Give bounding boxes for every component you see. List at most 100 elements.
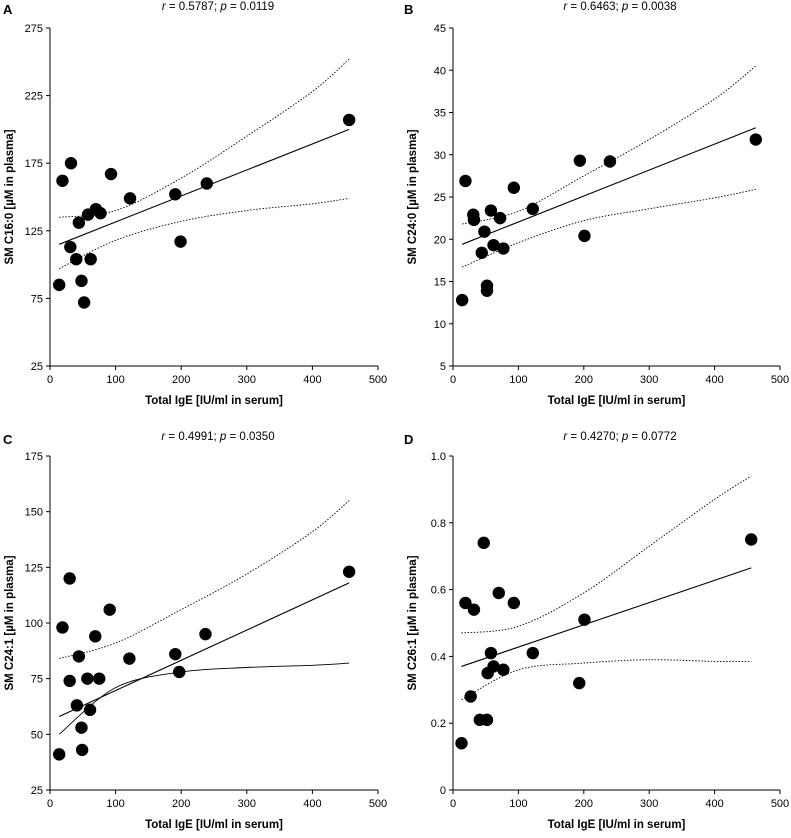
panel-d-data-point bbox=[459, 596, 472, 610]
panel-d-ci-upper bbox=[461, 475, 752, 634]
panel-d-y-axis-title: SM C26:1 [µM in plasma] bbox=[407, 555, 419, 690]
panel-b-data-point bbox=[497, 242, 510, 255]
panel-c-data-point bbox=[199, 627, 212, 641]
panel-a-letter: A bbox=[3, 2, 13, 17]
panel-d-data-point bbox=[745, 533, 758, 546]
panel-c-y-tick-label: 125 bbox=[25, 562, 43, 574]
panel-b-x-tick-label: 400 bbox=[705, 374, 723, 386]
panel-d-y-tick-label: 0.6 bbox=[431, 585, 446, 597]
panel-b-data-point bbox=[526, 202, 539, 216]
panel-b-data-point bbox=[475, 246, 488, 259]
panel-c-data-point bbox=[123, 652, 136, 665]
panel-c-x-tick-label: 200 bbox=[172, 798, 190, 810]
panel-b-y-tick-label: 45 bbox=[434, 23, 446, 35]
panel-b-y-tick-label: 40 bbox=[434, 65, 446, 77]
panel-d-x-tick-label: 0 bbox=[450, 798, 456, 810]
panel-b-ci-lower bbox=[462, 188, 756, 268]
panel-a-y-axis-title: SM C16:0 [µM in plasma] bbox=[4, 129, 16, 264]
panel-a-data-point bbox=[169, 188, 182, 201]
panel-b-regression-line bbox=[461, 127, 757, 245]
panel-a-y-tick-label: 225 bbox=[25, 91, 43, 103]
panel-d-x-tick-label: 400 bbox=[705, 798, 723, 810]
panel-c-x-tick-label: 300 bbox=[238, 798, 256, 810]
panel-a-data-point bbox=[104, 167, 118, 181]
panel-a-x-tick-label: 500 bbox=[369, 374, 387, 386]
panel-b-y-tick-label: 20 bbox=[434, 234, 446, 246]
panel-c-letter: C bbox=[3, 432, 13, 447]
panel-d-x-tick-label: 100 bbox=[509, 798, 527, 810]
panel-d-data-point bbox=[497, 663, 510, 676]
panel-c-y-tick-label: 75 bbox=[31, 674, 43, 686]
panel-c-y-tick-label: 175 bbox=[25, 451, 43, 463]
panel-c-data-point bbox=[169, 647, 182, 661]
panel-c-regression-line bbox=[58, 582, 350, 718]
panel-d-y-tick-label: 1.0 bbox=[431, 451, 446, 463]
panel-c-data-point bbox=[63, 674, 76, 688]
panel-b-data-point bbox=[478, 225, 491, 238]
panel-b-x-tick-label: 500 bbox=[771, 374, 789, 386]
panel-b-data-point bbox=[484, 204, 498, 217]
panel-c-y-axis-title: SM C24:1 [µM in plasma] bbox=[4, 555, 16, 690]
panel-a-x-tick-label: 100 bbox=[106, 374, 124, 386]
panel-d-data-point bbox=[492, 586, 505, 600]
panel-b-y-tick-label: 10 bbox=[434, 319, 446, 331]
panel-b-x-tick-label: 300 bbox=[640, 374, 658, 386]
panel-d-x-tick-label: 200 bbox=[575, 798, 593, 810]
panel-d-x-axis-title: Total IgE [IU/ml in serum] bbox=[548, 819, 686, 831]
panel-a-data-point bbox=[77, 296, 91, 309]
panel-b-x-axis-title: Total IgE [IU/ml in serum] bbox=[548, 395, 686, 407]
panel-a-y-tick-label: 75 bbox=[31, 293, 43, 305]
panel-a-x-tick-label: 400 bbox=[303, 374, 321, 386]
panel-d-ci-lower bbox=[461, 659, 752, 701]
panel-b-y-tick-label: 35 bbox=[434, 108, 446, 120]
panel-a-x-tick-label: 0 bbox=[47, 374, 53, 386]
panel-b-data-point bbox=[507, 181, 521, 194]
panel-b-y-axis-title: SM C24:0 [µM in plasma] bbox=[407, 129, 419, 264]
panel-c-data-point bbox=[83, 703, 97, 717]
panel-a-ci-lower bbox=[58, 197, 350, 270]
panel-a-stats: r = 0.5787; p = 0.0119 bbox=[162, 1, 274, 13]
panel-a-y-tick-label: 175 bbox=[25, 158, 43, 170]
panel-b-y-tick-label: 30 bbox=[434, 150, 446, 162]
panel-d-data-point bbox=[467, 603, 481, 616]
panel-a-x-tick-label: 200 bbox=[172, 374, 190, 386]
panel-a-data-point bbox=[123, 192, 137, 205]
panel-c-data-point bbox=[342, 565, 356, 578]
panel-d-data-point bbox=[578, 613, 591, 626]
panel-a-data-point bbox=[84, 252, 97, 266]
panel-b-y-tick-label: 25 bbox=[434, 192, 446, 204]
panel-d-data-point bbox=[484, 646, 498, 660]
panel-a-x-axis-title: Total IgE [IU/ml in serum] bbox=[145, 395, 283, 407]
panel-d-letter: D bbox=[404, 432, 413, 447]
panel-c-data-point bbox=[81, 672, 94, 685]
panel-c-y-tick-label: 100 bbox=[25, 618, 43, 630]
panel-d-data-point bbox=[480, 713, 494, 727]
panel-c-y-tick-label: 25 bbox=[31, 785, 43, 797]
panel-d-regression-line bbox=[461, 567, 752, 667]
panel-c-data-point bbox=[52, 748, 66, 761]
panel-c-x-tick-label: 100 bbox=[106, 798, 124, 810]
panel-c-data-point bbox=[89, 630, 102, 643]
panel-b-y-tick-label: 5 bbox=[440, 361, 446, 373]
panel-d-data-point bbox=[455, 737, 468, 750]
panel-d-data-point bbox=[477, 536, 490, 550]
panel-b-x-tick-label: 100 bbox=[509, 374, 527, 386]
panel-c-data-point bbox=[56, 621, 69, 634]
panel-a-y-tick-label: 125 bbox=[25, 226, 43, 238]
panel-c-stats: r = 0.4991; p = 0.0350 bbox=[161, 431, 274, 443]
panel-b-data-point bbox=[603, 155, 617, 168]
panel-d-y-tick-label: 0 bbox=[440, 785, 446, 797]
panel-b-x-tick-label: 0 bbox=[450, 374, 456, 386]
panel-d-stats: r = 0.4270; p = 0.0772 bbox=[563, 431, 676, 443]
panel-a-data-point bbox=[52, 278, 66, 292]
panel-d-y-tick-label: 0.4 bbox=[431, 651, 446, 663]
panel-c-x-tick-label: 500 bbox=[369, 798, 387, 810]
panel-d-y-tick-label: 0.8 bbox=[431, 518, 446, 530]
panel-b-x-tick-label: 200 bbox=[575, 374, 593, 386]
panel-b-data-point bbox=[459, 174, 472, 188]
panel-d-data-point bbox=[507, 596, 521, 610]
panel-a-data-point bbox=[56, 174, 69, 187]
